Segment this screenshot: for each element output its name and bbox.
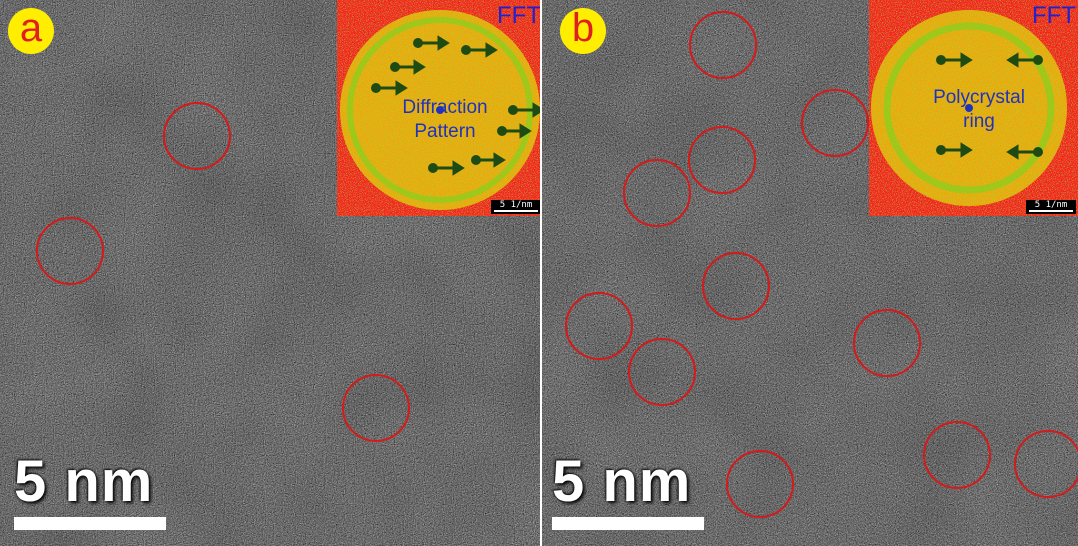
nanoparticle-circle [623,159,691,227]
nanoparticle-circle [689,11,757,79]
fft-diffraction-image [340,10,540,210]
diffraction-pattern-annotation: Diffraction Pattern [385,96,505,144]
annotation-line-1: Polycrystal [933,87,1025,108]
fft-inset-a: FFT Diffraction Pattern 5 1/nm [337,0,540,216]
fft-inset-b: FFT Polycrystal ring 5 1/nm [869,0,1078,216]
fft-polycrystal-image [871,10,1067,206]
nanoparticle-circle [726,450,794,518]
annotation-line-2: Pattern [414,121,476,142]
scale-bar-label: 5 nm [552,449,692,514]
fft-scale-bar: 5 1/nm [491,200,540,214]
nanoparticle-circle [853,309,921,377]
nanoparticle-circle [342,374,410,442]
fft-label: FFT [1032,2,1076,29]
nanoparticle-circle [688,126,756,194]
nanoparticle-circle [702,252,770,320]
nanoparticle-circle [565,292,633,360]
nanoparticle-circle [801,89,869,157]
nanoparticle-circle [628,338,696,406]
scale-bar [552,517,704,530]
fft-scale-bar: 5 1/nm [1026,200,1076,214]
annotation-line-2: ring [963,111,995,132]
tem-panel-a: FFT Diffraction Pattern 5 1/nm a 5 nm [0,0,540,546]
nanoparticle-circle [163,102,231,170]
polycrystal-ring-annotation: Polycrystal ring [919,86,1039,134]
fft-label: FFT [497,2,540,29]
panel-label-badge: a [8,8,54,54]
scale-bar-label: 5 nm [14,449,154,514]
panel-label-badge: b [560,8,606,54]
nanoparticle-circle [1014,430,1078,498]
nanoparticle-circle [36,217,104,285]
nanoparticle-circle [923,421,991,489]
annotation-line-1: Diffraction [402,97,488,118]
tem-panel-b: FFT Polycrystal ring 5 1/nm b 5 nm [542,0,1078,546]
scale-bar [14,517,166,530]
